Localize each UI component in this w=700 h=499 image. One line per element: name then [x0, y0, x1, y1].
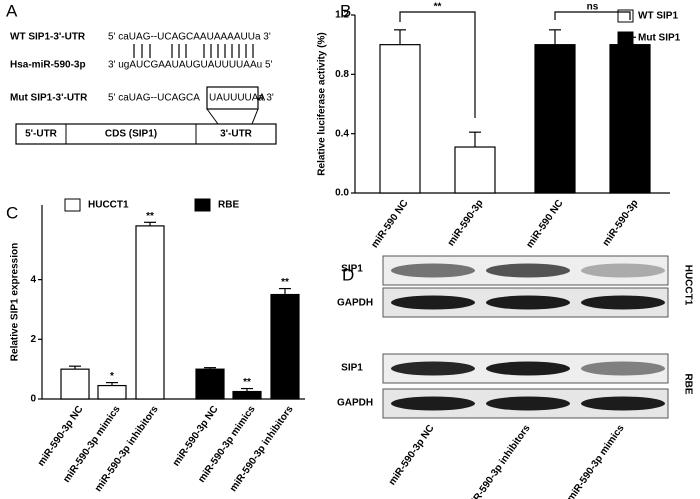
- blot-row-label: GAPDH: [337, 298, 373, 309]
- region: 3'-UTR: [220, 129, 253, 140]
- bar: [195, 368, 225, 400]
- band: [391, 396, 475, 411]
- legend-swatch: [64, 198, 81, 212]
- bar: [379, 44, 421, 194]
- band: [486, 361, 570, 376]
- blot-row-label: GAPDH: [337, 398, 373, 409]
- panel-label: B: [340, 1, 351, 20]
- bar: [609, 44, 651, 194]
- panel-label: A: [6, 1, 18, 20]
- legend-label: Mut SIP1: [638, 33, 681, 44]
- mir-seq: 3' ugAUCGAAUAUGUAUUUUAAu 5': [108, 60, 273, 71]
- lane-label: miR-590-3p inhibitors: [465, 423, 533, 499]
- region: 5'-UTR: [25, 129, 58, 140]
- y-tick-label: 0: [30, 394, 36, 405]
- band: [581, 361, 665, 376]
- panel-label: D: [342, 265, 354, 284]
- band: [581, 396, 665, 411]
- y-tick-label: 0.0: [335, 188, 349, 199]
- y-tick-label: 0.8: [335, 69, 349, 80]
- annotation: **: [434, 2, 442, 13]
- bracket: [554, 11, 631, 20]
- bar: [534, 44, 576, 194]
- blot-row-label: SIP1: [341, 264, 363, 275]
- connector: [206, 108, 219, 125]
- annotation: ns: [587, 2, 599, 13]
- cell-line-label: HUCCT1: [682, 265, 693, 306]
- lane-label: miR-590-3p mimics: [565, 423, 627, 499]
- significance: **: [243, 377, 251, 388]
- significance: **: [281, 277, 289, 288]
- legend-swatch: [194, 198, 211, 212]
- y-tick-label: 1.2: [335, 10, 349, 21]
- legend-label: RBE: [218, 200, 239, 211]
- band: [581, 263, 665, 278]
- wt-seq: 5' caUAG--UCAGCAAUAAAAUUa 3': [108, 32, 271, 43]
- band: [391, 295, 475, 310]
- mut-seq: 5' caUAG--UCAGCA: [108, 93, 200, 104]
- y-tick-label: 4: [30, 274, 36, 285]
- band: [486, 396, 570, 411]
- significance: **: [146, 211, 154, 222]
- band: [391, 263, 475, 278]
- x-tick-label: miR-590-3p inhibitors: [228, 404, 296, 494]
- band: [581, 295, 665, 310]
- pairing-lines: [133, 44, 254, 58]
- panel-label: C: [6, 203, 18, 222]
- x-tick-label: miR-590-3p: [446, 198, 486, 248]
- connector: [251, 108, 259, 125]
- x-tick-label: miR-590-3p inhibitors: [93, 404, 161, 494]
- band: [486, 295, 570, 310]
- mut-seq: a 3': [258, 93, 274, 104]
- x-tick-label: miR-590-3p: [601, 198, 641, 248]
- bar: [270, 293, 300, 400]
- blot-row-label: SIP1: [341, 363, 363, 374]
- legend-label: WT SIP1: [638, 11, 678, 22]
- blot: [382, 255, 669, 419]
- x-tick-label: miR-590 NC: [524, 198, 565, 250]
- band: [486, 263, 570, 278]
- mut-label: Mut SIP1-3'-UTR: [10, 93, 88, 104]
- y-axis-label: Relative SIP1 expression: [10, 243, 21, 361]
- y-tick-label: 0.4: [335, 128, 349, 139]
- wt-label: WT SIP1-3'-UTR: [10, 32, 86, 43]
- significance: *: [110, 371, 114, 382]
- bar: [60, 368, 90, 400]
- legend-label: HUCCT1: [88, 200, 129, 211]
- band: [391, 361, 475, 376]
- bar: [97, 384, 127, 400]
- cell-line-label: RBE: [682, 373, 693, 394]
- y-tick-label: 2: [30, 334, 36, 345]
- bar: [135, 225, 165, 400]
- legend-swatch: [617, 31, 634, 45]
- bracket: [399, 11, 476, 118]
- gene-box: [15, 123, 277, 145]
- region: CDS (SIP1): [105, 129, 157, 140]
- bar: [454, 146, 496, 194]
- mutation-box: [206, 86, 259, 110]
- x-tick-label: miR-590 NC: [369, 198, 410, 250]
- mir-label: Hsa-miR-590-3p: [10, 60, 86, 71]
- y-axis-label: Relative luciferase activity (%): [317, 32, 328, 175]
- bar: [232, 390, 262, 400]
- mut-seq-site: UAUUUUAA: [209, 93, 265, 104]
- legend-swatch: [617, 9, 634, 23]
- lane-label: miR-590-3p NC: [387, 423, 437, 488]
